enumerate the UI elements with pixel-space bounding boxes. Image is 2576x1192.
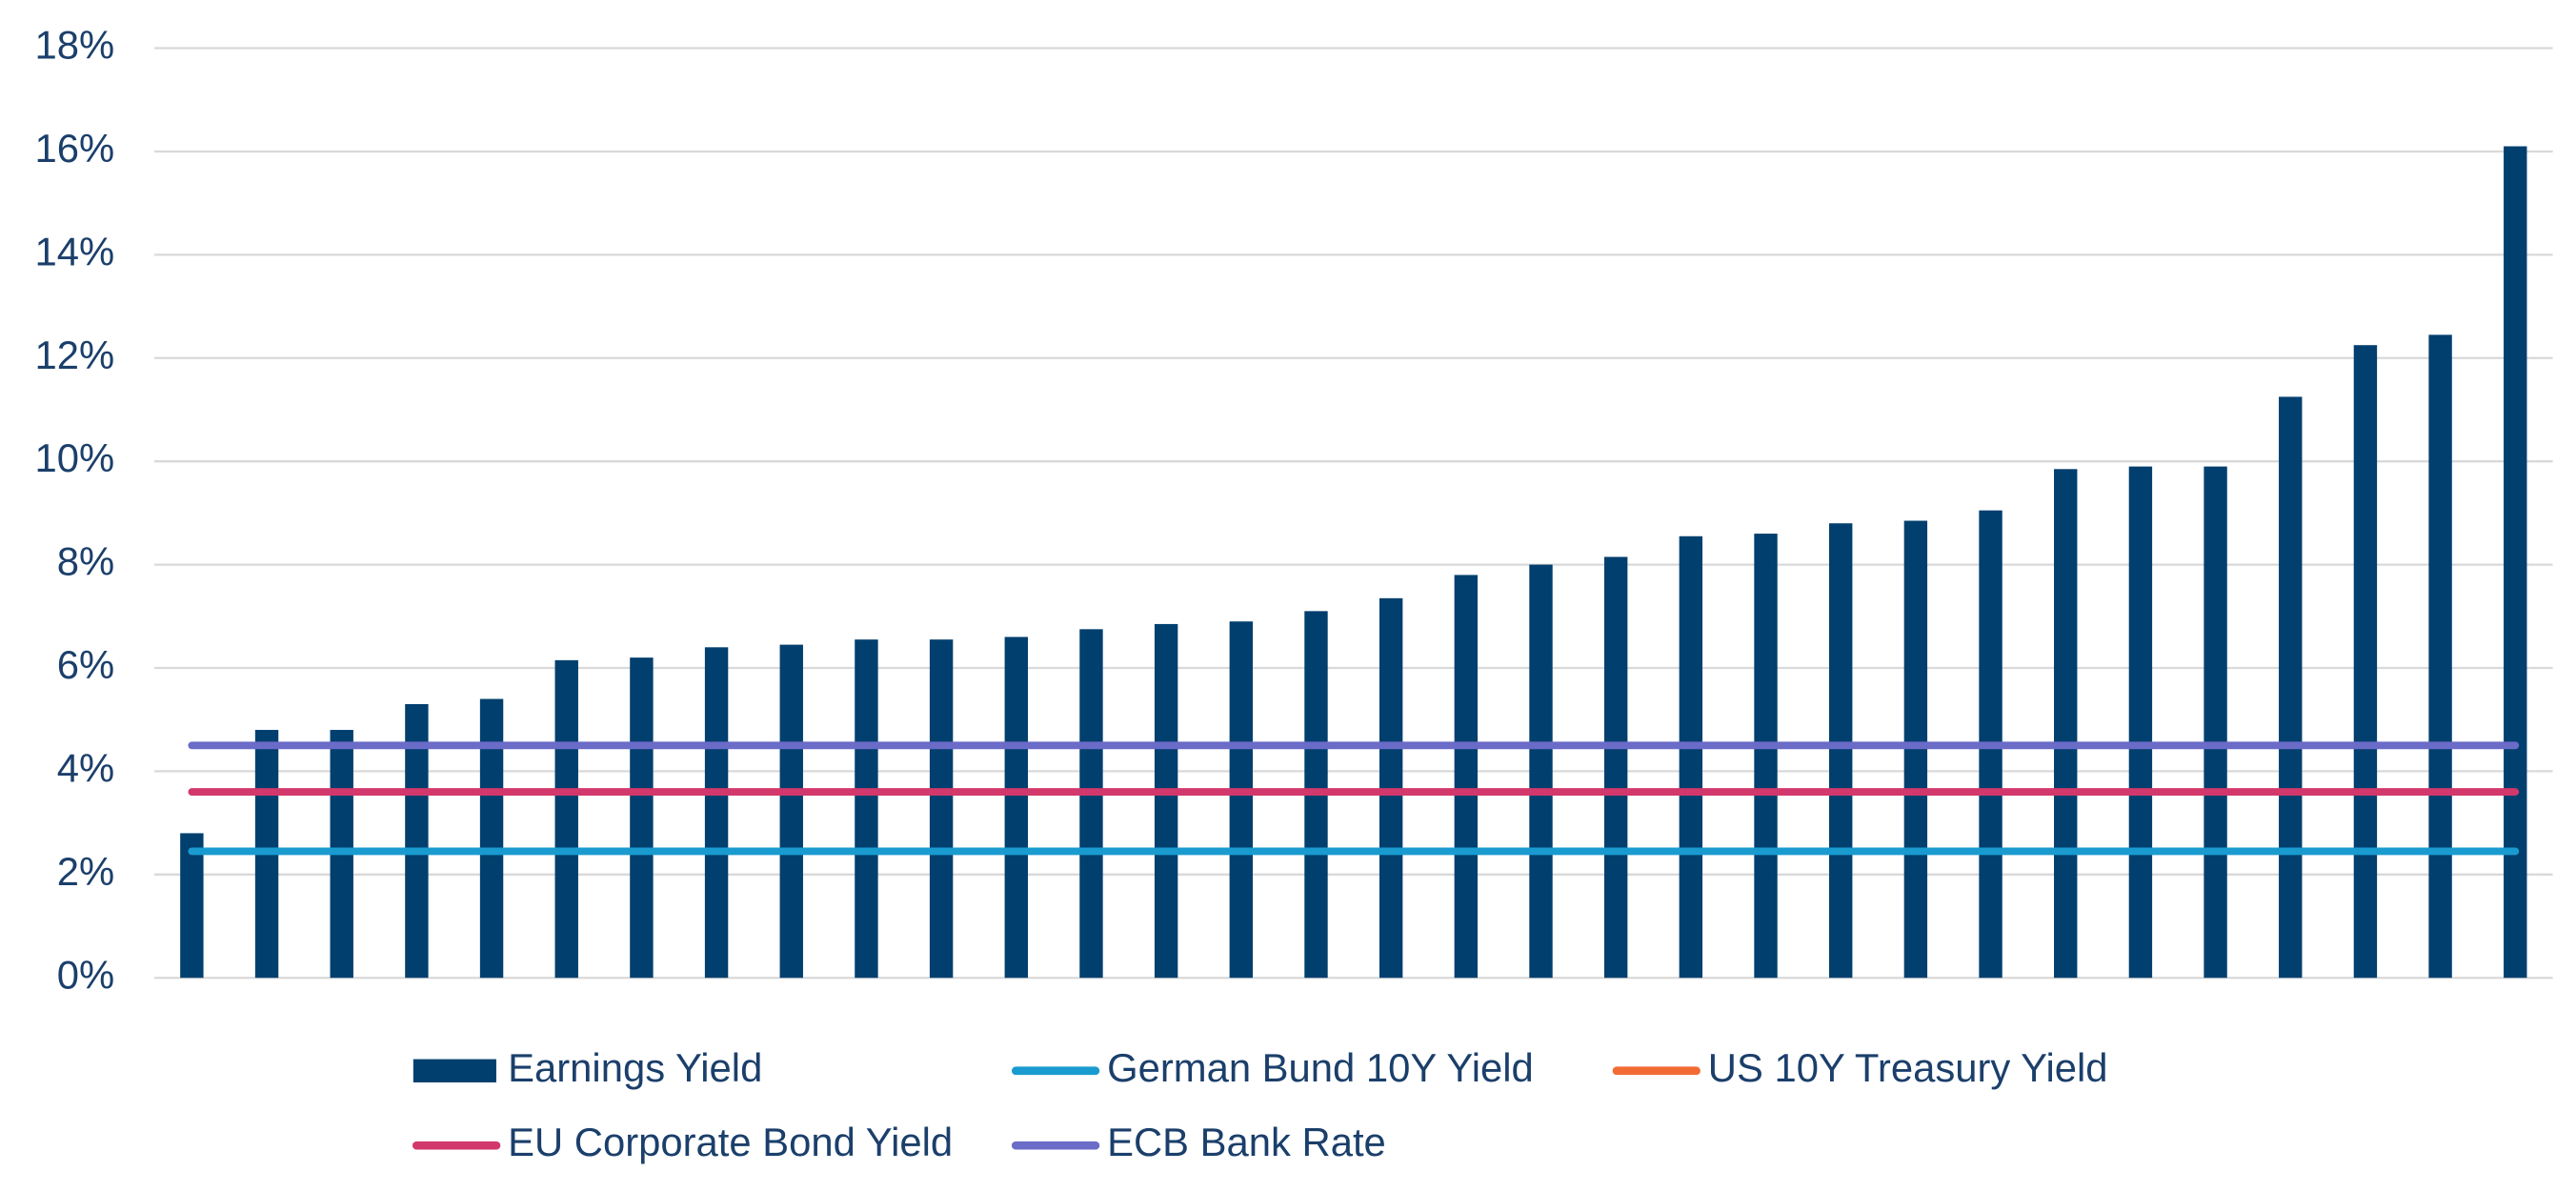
bar <box>2204 466 2227 979</box>
legend-swatch <box>413 1059 496 1082</box>
bar <box>2504 146 2527 979</box>
bar <box>855 639 878 979</box>
bar <box>1679 535 1703 979</box>
legend-label: EU Corporate Bond Yield <box>508 1120 953 1164</box>
y-tick-label: 16% <box>35 126 115 171</box>
bar <box>479 698 504 979</box>
bar <box>929 639 954 979</box>
bar <box>1903 520 1928 979</box>
bar <box>1004 636 1028 979</box>
bar <box>779 644 803 979</box>
bar <box>1154 623 1178 979</box>
bar <box>554 659 578 979</box>
y-tick-label: 14% <box>35 229 115 273</box>
y-tick-label: 18% <box>35 23 115 68</box>
bar <box>2353 345 2378 979</box>
y-tick-label: 6% <box>57 642 114 687</box>
bar <box>1529 564 1553 979</box>
bar <box>1603 556 1628 979</box>
y-tick-label: 8% <box>57 539 114 584</box>
bar <box>2279 396 2303 979</box>
bar <box>1079 629 1103 979</box>
bar <box>704 647 729 979</box>
bar <box>1829 523 1853 979</box>
bar <box>405 703 429 979</box>
legend-label: ECB Bank Rate <box>1107 1120 1386 1164</box>
y-tick-label: 10% <box>35 435 115 480</box>
legend-label: German Bund 10Y Yield <box>1107 1045 1534 1090</box>
bar <box>630 657 654 979</box>
bar <box>180 833 204 979</box>
bar <box>2054 469 2078 979</box>
bar <box>1454 575 1479 979</box>
legend-label: US 10Y Treasury Yield <box>1708 1045 2108 1090</box>
y-tick-label: 12% <box>35 333 115 377</box>
bar <box>2128 466 2153 979</box>
bar <box>1379 597 1403 979</box>
bar <box>1754 534 1778 979</box>
bar <box>1229 621 1254 979</box>
y-tick-label: 0% <box>57 952 114 997</box>
legend-label: Earnings Yield <box>508 1045 762 1090</box>
y-tick-label: 4% <box>57 745 114 790</box>
bar <box>2428 334 2452 979</box>
y-tick-label: 2% <box>57 849 114 894</box>
